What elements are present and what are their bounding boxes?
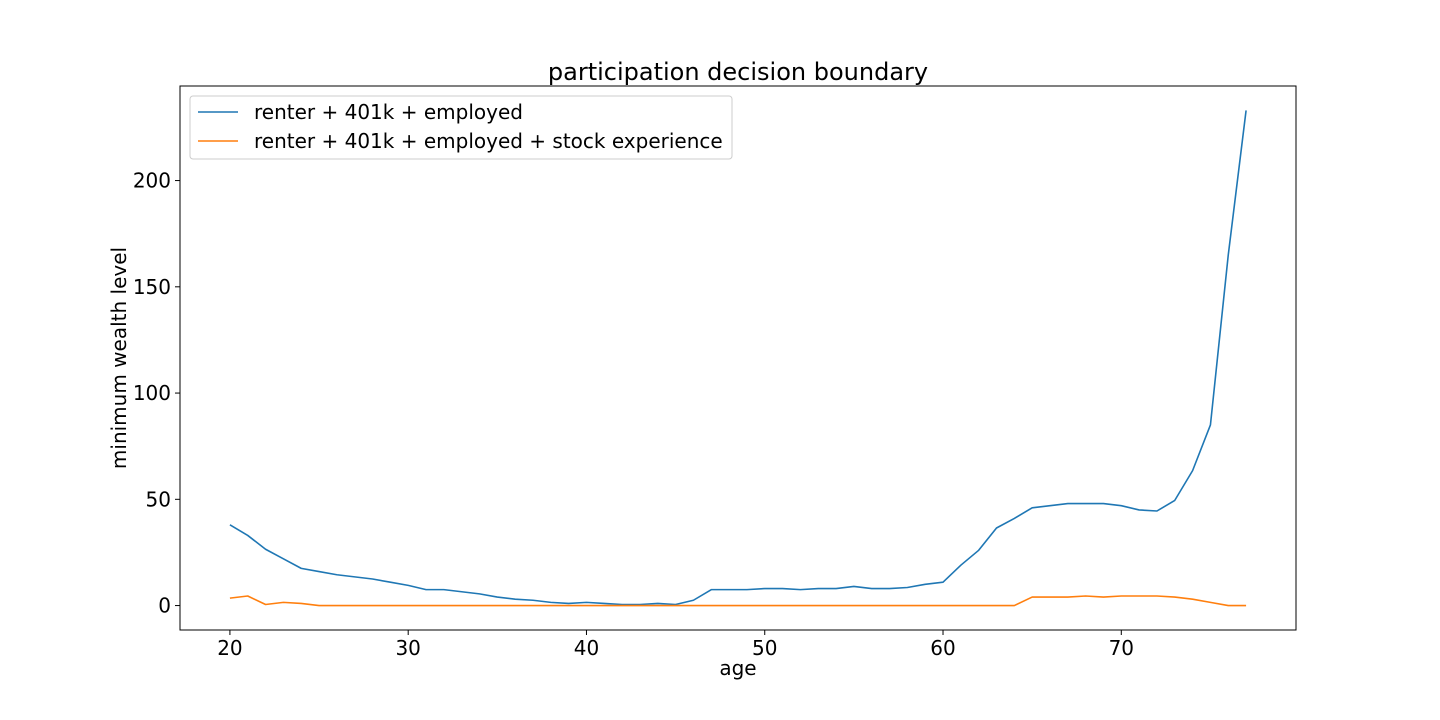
y-tick-label: 150 (133, 275, 171, 299)
x-tick-label: 20 (217, 636, 242, 660)
legend: renter + 401k + employed renter + 401k + … (189, 95, 733, 160)
chart-title: participation decision boundary (548, 58, 928, 86)
x-axis-label: age (719, 656, 756, 680)
y-tick-label: 0 (158, 594, 171, 618)
legend-box (189, 95, 733, 160)
series-line-2 (229, 595, 1247, 607)
x-tick-label: 60 (930, 636, 955, 660)
y-axis-label: minimum wealth level (107, 247, 131, 469)
legend-label-2: renter + 401k + employed + stock experie… (254, 129, 723, 153)
y-tick-label: 100 (133, 381, 171, 405)
y-tick-label: 200 (133, 169, 171, 193)
x-tick-label: 70 (1109, 636, 1134, 660)
plot-area: 20 30 40 50 60 70 0 50 100 150 200 (133, 85, 1297, 660)
series-line-1 (229, 110, 1247, 606)
legend-label-1: renter + 401k + employed (254, 100, 523, 124)
axes-frame (179, 85, 1297, 631)
x-tick-label: 30 (395, 636, 420, 660)
x-tick-label: 40 (574, 636, 599, 660)
y-tick-label: 50 (146, 487, 171, 511)
x-tick-label: 50 (752, 636, 777, 660)
